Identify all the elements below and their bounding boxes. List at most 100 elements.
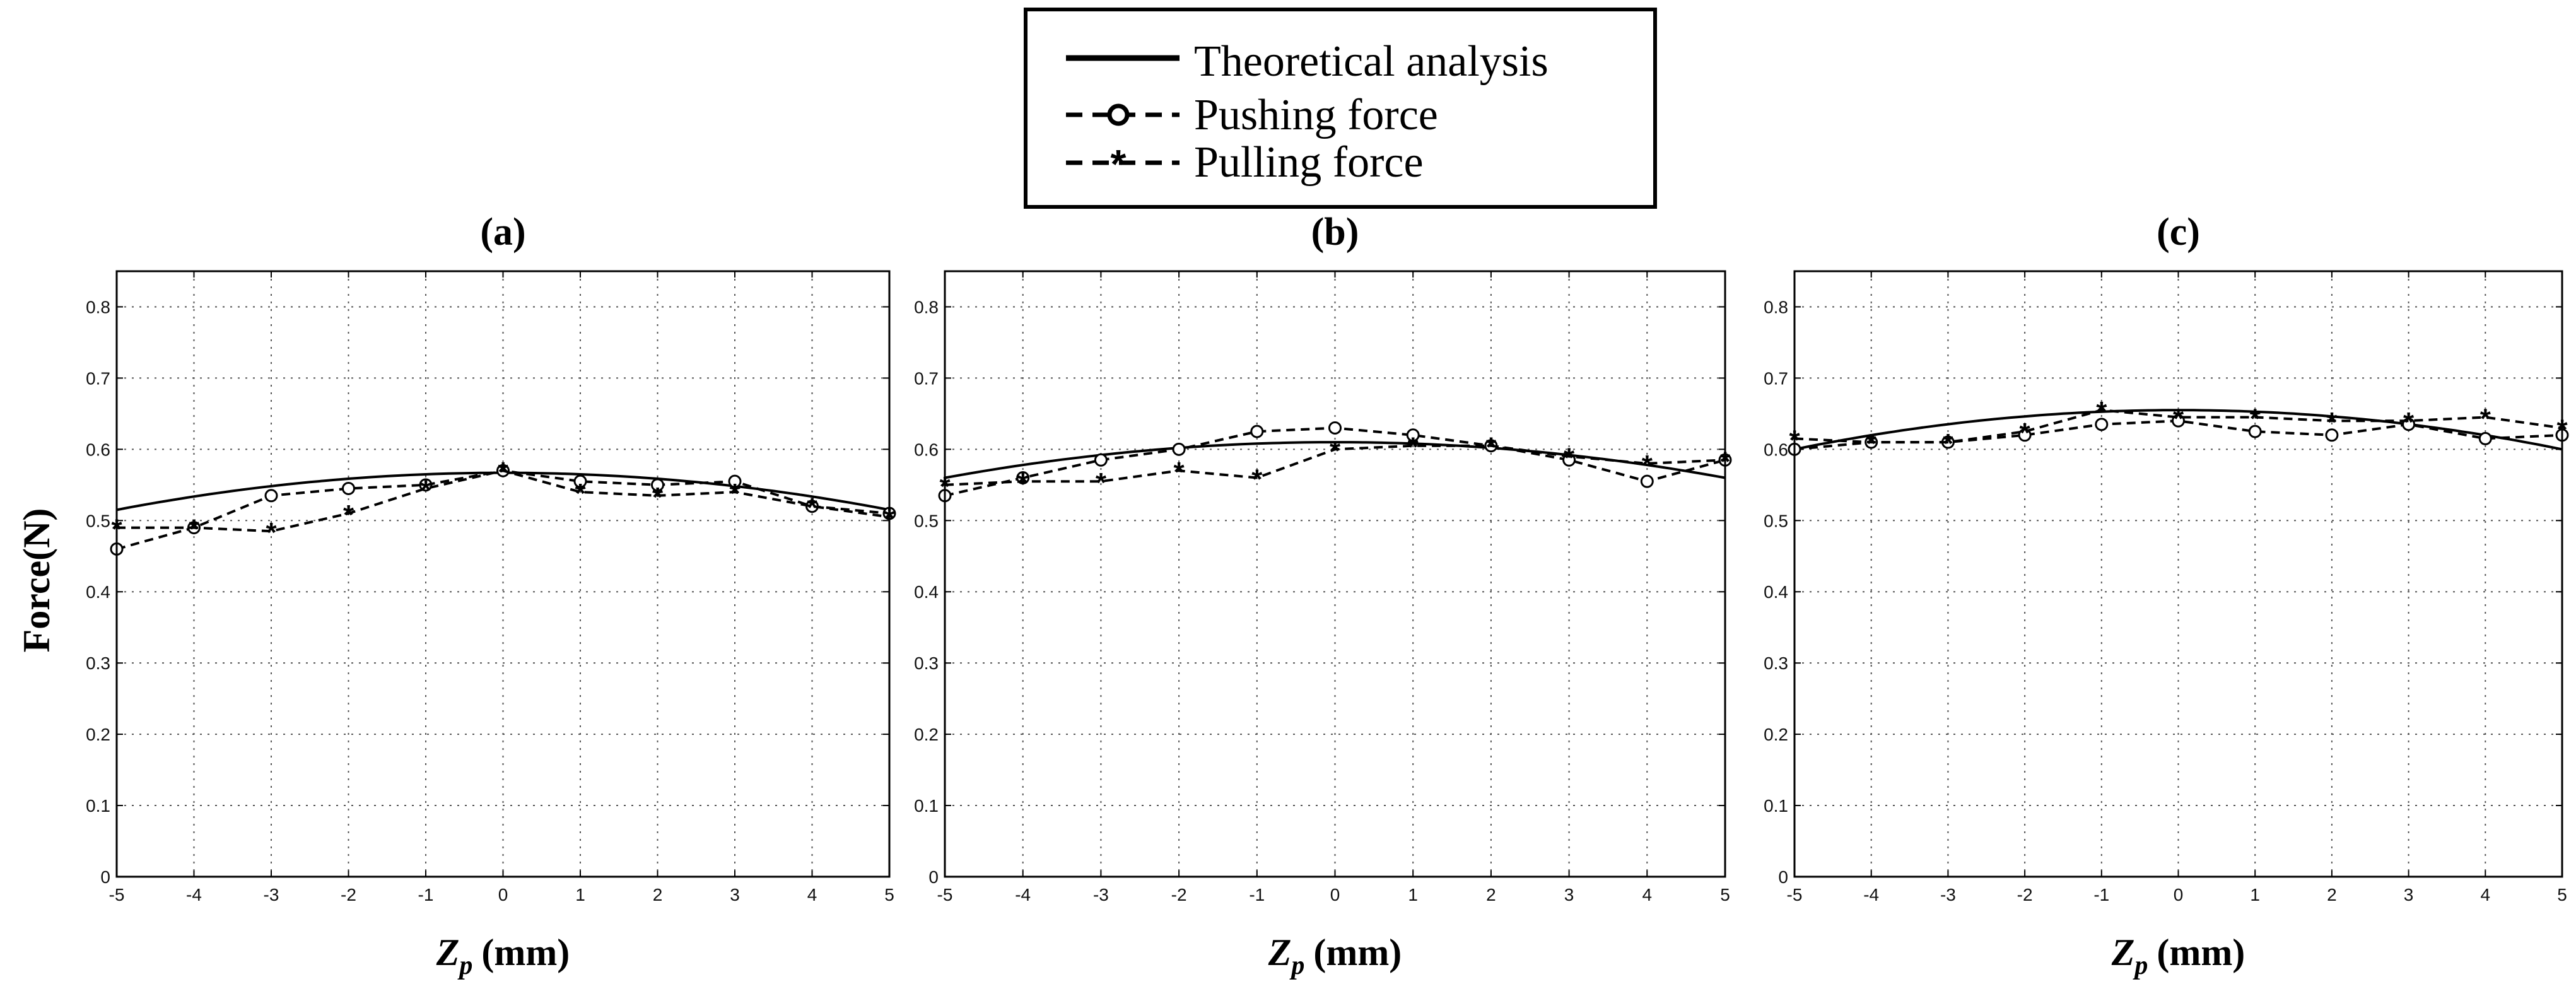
panel-c-pulling-point: * [1866, 428, 1877, 459]
panel-b-pushing-point [1328, 421, 1342, 435]
panel-a-xtick-label: 5 [884, 885, 894, 904]
x-axis-unit: (mm) [1313, 932, 1402, 973]
panel-b-pushing-point [1094, 453, 1108, 467]
panel-c-axes-frame [1793, 270, 2563, 878]
panel-b-ytick-label: 0.3 [914, 653, 939, 673]
panel-b-pulling-point: * [1251, 464, 1263, 495]
x-axis-unit: (mm) [481, 932, 570, 973]
panel-c-ytick-label: 0.2 [1764, 725, 1788, 744]
panel-b-pushing-point [1406, 428, 1420, 442]
panel-c-pushing-point [2095, 418, 2109, 431]
panel-a-ytick-label: 0.3 [86, 653, 110, 673]
panel-a-xtick-label: -2 [341, 885, 356, 904]
panel-a-pulling-point: * [266, 517, 277, 548]
panel-c-pulling-point: * [2326, 407, 2338, 438]
panel-c-pulling-point: * [2173, 404, 2184, 435]
panel-a-ytick-label: 0 [100, 867, 110, 887]
panel-b-pushing-point [1640, 474, 1654, 488]
panel-c-xtick-label: 4 [2481, 885, 2491, 904]
panel-c-x-axis-label: Zp (mm) [2111, 932, 2245, 980]
panel-c-xtick-label: 5 [2557, 885, 2567, 904]
panel-b-xtick-label: 5 [1720, 885, 1730, 904]
panel-c-xtick-label: 0 [2174, 885, 2184, 904]
panel-c-pushing-point [2018, 428, 2032, 442]
panel-a-pulling-point: * [343, 500, 354, 530]
panel-c-pulling-point: * [2096, 396, 2107, 427]
panel-b-ytick-label: 0.8 [914, 297, 939, 317]
panel-c-theory-line [1794, 409, 2563, 451]
panel-b-pulling-point: * [1330, 435, 1341, 466]
panel-a-ytick-label: 0.1 [86, 796, 110, 816]
panel-a-ytick-label: 0.7 [86, 368, 110, 388]
panel-c-pulling-line [1794, 409, 2563, 444]
panel-c-pulling-point: * [1943, 428, 1954, 459]
legend-pushing-label: Pushing force [1194, 91, 1438, 139]
panel-a-axes-frame [115, 270, 891, 878]
panel-a-xtick-label: 4 [807, 885, 817, 904]
panel-c-ytick-label: 0.3 [1764, 653, 1788, 673]
panel-c-ytick-label: 0 [1778, 867, 1788, 887]
panel-a-xtick-label: 1 [575, 885, 585, 904]
panel-c-xtick-label: -4 [1863, 885, 1879, 904]
panel-c-ytick-label: 0.6 [1764, 440, 1788, 459]
panel-a-pushing-point [573, 474, 587, 488]
panel-a-ytick-label: 0.2 [86, 725, 110, 744]
legend-pulling-label: Pulling force [1194, 138, 1424, 187]
legend-box [1024, 8, 1657, 209]
x-axis-symbol: Z [1268, 932, 1292, 973]
panel-b-pulling-line [944, 444, 1726, 486]
panel-a-pushing-point [419, 478, 433, 492]
legend-pulling-marker: * [1111, 141, 1127, 187]
panel-a-pulling-point: * [189, 514, 200, 545]
panel-b-ytick-label: 0 [928, 867, 939, 887]
panel-b-ytick-label: 0.7 [914, 368, 939, 388]
panel-a-x-axis-label: Zp (mm) [436, 932, 570, 980]
panel-a-pulling-point: * [420, 474, 431, 505]
panel-c-pulling-point: * [2020, 418, 2031, 448]
panel-b: (b) -5 -4 -3 -2 -1 0 1 2 3 4 5 0 0.1 0.2 0.3 0.4 0.5 0.6 0.… [914, 211, 1732, 980]
panel-c-xtick-label: -1 [2093, 885, 2109, 904]
panel-b-pushing-point [1250, 424, 1264, 438]
x-axis-subscript: p [1289, 951, 1304, 980]
panel-c-ytick-label: 0.4 [1764, 582, 1788, 602]
panel-c-pulling-point: * [2480, 404, 2491, 435]
x-axis-symbol: Z [436, 932, 460, 973]
legend-pushing-marker [1107, 103, 1130, 126]
panel-b-xtick-label: 3 [1564, 885, 1574, 904]
panel-a-xtick-label: -1 [418, 885, 434, 904]
panel-c-xtick-label: 2 [2327, 885, 2337, 904]
panel-b-pulling-point: * [1564, 443, 1575, 474]
panel-a-xtick-label: -3 [264, 885, 279, 904]
panel-b-xtick-label: -2 [1171, 885, 1187, 904]
panel-c-pulling-point: * [2403, 407, 2415, 438]
panel-c-xtick-label: -5 [1787, 885, 1803, 904]
panel-c-xtick-label: 3 [2404, 885, 2414, 904]
panel-c-xtick-label: -3 [1940, 885, 1956, 904]
panel-a-title: (a) [480, 211, 525, 254]
panel-a: (a) -5 -4 -3 -2 -1 0 1 2 3 4 5 0 0.1 0.2 0.3 0.4 0.5 0.6 0.… [86, 211, 896, 980]
legend-theory-label: Theoretical analysis [1194, 37, 1549, 86]
panel-a-ytick-label: 0.5 [86, 511, 110, 530]
panel-a-xtick-label: -5 [109, 885, 125, 904]
panel-a-ytick-label: 0.6 [86, 440, 110, 459]
panel-a-pulling-point: * [807, 493, 818, 524]
panel-c-pushing-point [2248, 424, 2262, 438]
panel-b-ytick-label: 0.5 [914, 511, 939, 530]
panel-b-pulling-point: * [1408, 432, 1419, 463]
panel-c-ytick-label: 0.8 [1764, 297, 1788, 317]
panel-a-pushing-point [342, 481, 355, 495]
panel-b-xtick-label: -1 [1249, 885, 1265, 904]
x-axis-subscript: p [457, 951, 472, 980]
panel-b-pulling-point: * [1485, 432, 1497, 463]
panel-b-xtick-label: -3 [1093, 885, 1109, 904]
panel-c-title: (c) [2157, 211, 2200, 254]
panel-b-title: (b) [1311, 211, 1359, 254]
panel-a-pulling-point: * [575, 478, 586, 509]
panel-c-xtick-label: -2 [2017, 885, 2033, 904]
panel-b-xtick-label: -5 [937, 885, 953, 904]
panel-a-xtick-label: -4 [186, 885, 202, 904]
panel-a-pulling-point: * [729, 478, 741, 509]
panel-a-pushing-point [651, 478, 664, 492]
x-axis-subscript: p [2133, 951, 2148, 980]
panel-b-x-axis-label: Zp (mm) [1268, 932, 1402, 980]
